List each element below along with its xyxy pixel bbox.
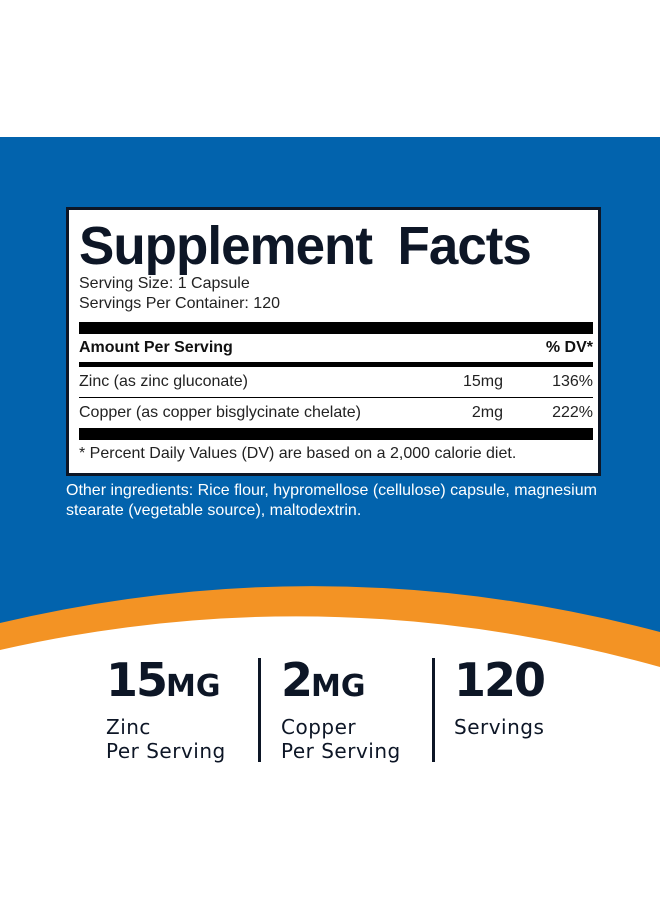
- table-row: Zinc (as zinc gluconate) 15mg 136%: [79, 367, 593, 397]
- stat-label: Per Serving: [281, 739, 401, 763]
- stat-value: 2: [281, 653, 313, 707]
- stat-value: 120: [454, 653, 546, 707]
- label-title: Supplement Facts: [79, 216, 532, 276]
- stat-value: 15: [106, 653, 168, 707]
- stat-zinc: 15MG Zinc Per Serving: [106, 652, 226, 763]
- stat-copper: 2MG Copper Per Serving: [281, 652, 401, 763]
- table-row: Copper (as copper bisglycinate chelate) …: [79, 398, 593, 428]
- other-ingredients: Other ingredients: Rice flour, hypromell…: [66, 482, 597, 519]
- divider: [79, 397, 593, 398]
- stat-label: Servings: [454, 715, 545, 739]
- serving-size: Serving Size: 1 Capsule: [79, 275, 250, 292]
- stat-label: Zinc: [106, 715, 151, 739]
- divider: [258, 658, 261, 762]
- supplement-facts-label: Supplement Facts Serving Size: 1 Capsule…: [66, 207, 601, 476]
- divider: [79, 322, 593, 334]
- servings-per-container: Servings Per Container: 120: [79, 295, 280, 312]
- stat-label: Per Serving: [106, 739, 226, 763]
- nutrient-amount: 15mg: [462, 373, 503, 390]
- footnote: * Percent Daily Values (DV) are based on…: [79, 445, 517, 462]
- nutrient-amount: 2mg: [471, 404, 503, 421]
- dv-header: % DV*: [545, 339, 593, 356]
- nutrient-name: Zinc (as zinc gluconate): [79, 373, 248, 390]
- nutrient-dv: 136%: [552, 373, 593, 390]
- divider: [79, 428, 593, 440]
- stat-unit: MG: [311, 669, 366, 704]
- stat-unit: MG: [166, 669, 221, 704]
- amount-header: Amount Per Serving: [79, 339, 233, 356]
- stat-servings: 120 Servings: [454, 652, 546, 739]
- header-row: Amount Per Serving % DV*: [79, 334, 593, 362]
- nutrient-dv: 222%: [552, 404, 593, 421]
- divider: [79, 362, 593, 367]
- divider: [432, 658, 435, 762]
- stat-label: Copper: [281, 715, 357, 739]
- nutrient-name: Copper (as copper bisglycinate chelate): [79, 404, 361, 421]
